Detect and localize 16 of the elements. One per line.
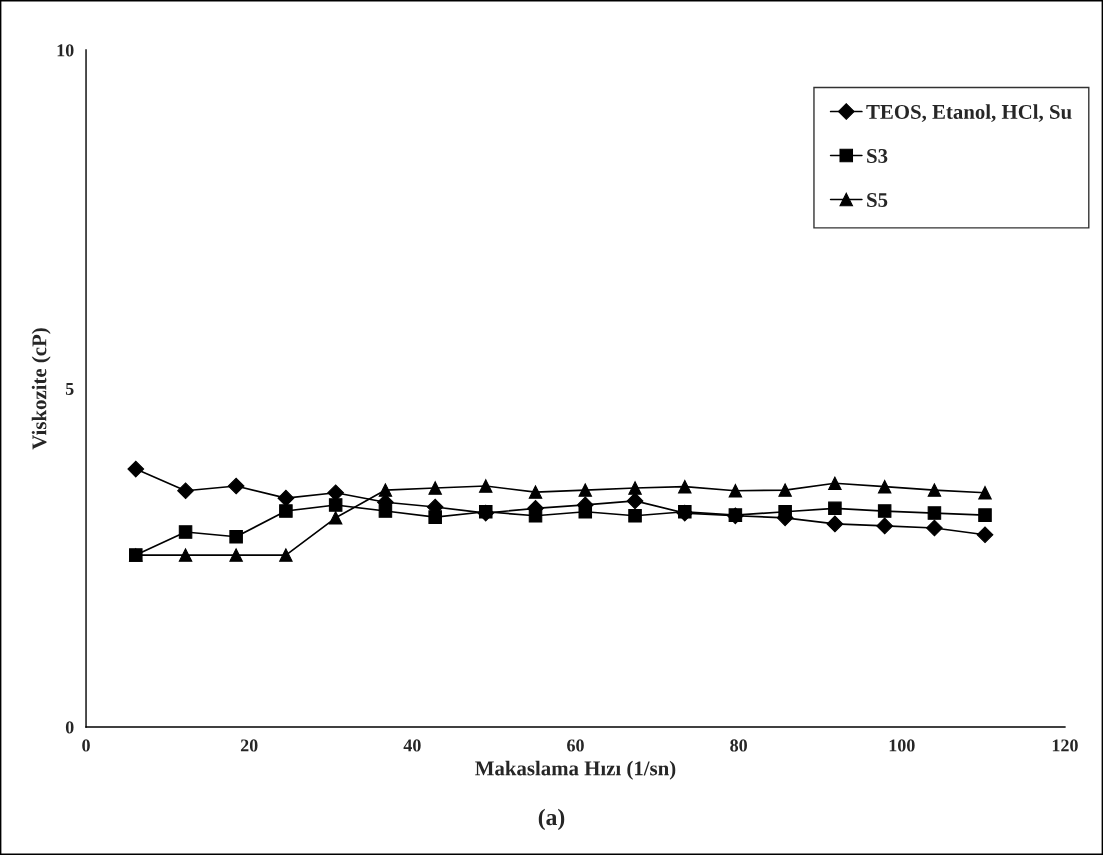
x-tick-label: 0 xyxy=(82,739,90,752)
x-tick-label: 120 xyxy=(1052,739,1078,752)
legend-label: S5 xyxy=(867,193,888,208)
x-tick-label: 100 xyxy=(889,739,915,752)
x-tick-label: 60 xyxy=(567,739,584,752)
y-tick-label: 10 xyxy=(57,44,74,57)
y-tick-label: 5 xyxy=(65,382,74,395)
text: (a) xyxy=(538,808,565,831)
x-tick-label: 20 xyxy=(240,739,258,752)
legend-label: TEOS, Etanol, HCl, Su xyxy=(866,104,1072,122)
x-tick-label: 80 xyxy=(730,739,747,752)
y-tick-label: 0 xyxy=(65,721,74,734)
x-axis-title: Makaslama Hızı (1/sn) xyxy=(475,760,676,780)
y-axis-title: Viskozite (cP) xyxy=(31,328,51,450)
x-tick-label: 40 xyxy=(403,739,421,752)
legend-label: S3 xyxy=(867,148,888,163)
